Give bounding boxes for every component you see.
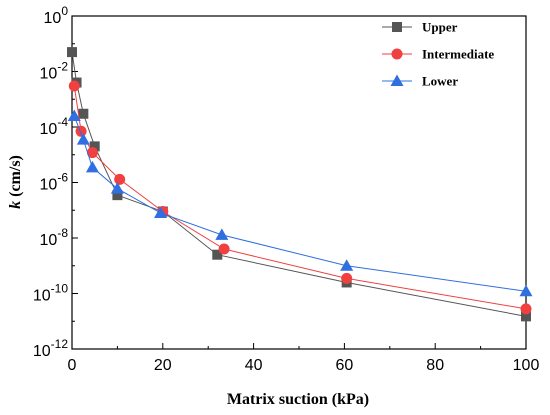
x-tick-label: 60	[336, 357, 354, 374]
y-tick-label: 10-4	[40, 115, 69, 138]
legend-lower-marker	[390, 74, 404, 86]
y-axis-title-unit: (cm/s)	[7, 155, 24, 201]
y-axis-title-main: k	[7, 201, 24, 209]
x-axis: 0 20 40 60 80 100	[68, 343, 540, 374]
upper-marker	[78, 108, 89, 119]
lower-marker	[76, 133, 90, 145]
x-tick-label: 20	[154, 357, 172, 374]
intermediate-marker	[86, 147, 98, 159]
lower-marker	[340, 259, 354, 271]
series-lower	[67, 109, 533, 297]
upper-marker	[67, 47, 77, 58]
upper-marker	[112, 190, 123, 201]
legend-upper-marker	[392, 22, 402, 32]
x-tick-label: 40	[245, 357, 263, 374]
legend-item-upper: Upper	[382, 20, 458, 35]
upper-marker	[521, 311, 531, 322]
upper-marker	[89, 141, 100, 152]
y-tick-label: 10-10	[33, 282, 68, 305]
upper-line	[71, 52, 527, 317]
intermediate-marker	[341, 272, 353, 284]
plot-frame	[71, 15, 527, 350]
lower-marker	[154, 206, 168, 218]
legend-label: Upper	[422, 20, 458, 35]
x-tick-label: 80	[426, 357, 444, 374]
y-axis: 10-12 10-10 10-8 10-6 10-4 10-2 100	[33, 4, 78, 360]
series-upper	[67, 47, 531, 322]
x-tick-label: 100	[513, 357, 540, 374]
y-tick-label: 10-8	[40, 226, 69, 249]
lower-marker	[67, 109, 81, 121]
lower-marker	[110, 182, 124, 194]
legend-label: Intermediate	[422, 47, 494, 62]
y-tick-label: 10-2	[40, 60, 69, 83]
x-tick-label: 0	[68, 357, 77, 374]
lower-marker	[215, 228, 229, 240]
y-tick-label: 100	[44, 4, 69, 27]
y-tick-label: 10-12	[33, 337, 68, 360]
intermediate-marker	[75, 125, 87, 137]
intermediate-marker	[218, 243, 230, 255]
intermediate-marker	[520, 303, 532, 315]
legend-intermediate-marker	[391, 48, 403, 60]
intermediate-marker	[68, 80, 80, 92]
intermediate-marker	[114, 173, 126, 185]
series-layer	[67, 47, 533, 322]
intermediate-line	[73, 85, 527, 310]
y-axis-title: k (cm/s)	[7, 155, 24, 209]
y-tick-label: 10-6	[40, 171, 69, 194]
lower-marker	[519, 284, 533, 297]
series-intermediate	[68, 80, 532, 315]
lower-marker	[85, 160, 99, 173]
legend-item-intermediate: Intermediate	[382, 47, 494, 62]
x-axis-title: Matrix suction (kPa)	[227, 391, 369, 408]
legend-item-lower: Lower	[382, 74, 458, 89]
plot-border	[71, 15, 527, 350]
upper-marker	[212, 249, 223, 260]
legend: Upper Intermediate Lower	[382, 20, 494, 89]
legend-label: Lower	[422, 74, 458, 89]
